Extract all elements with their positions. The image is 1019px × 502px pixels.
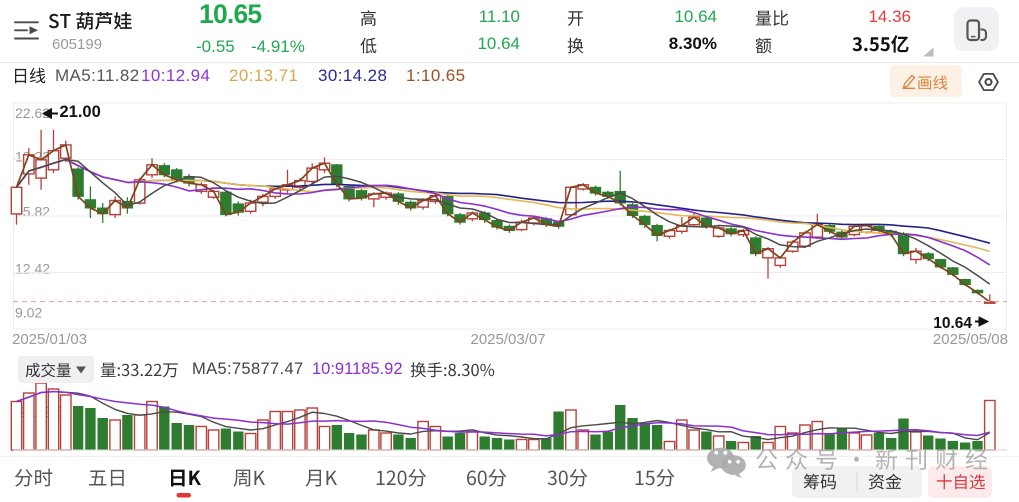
svg-text:22.62: 22.62 (15, 105, 50, 121)
svg-text:12.42: 12.42 (15, 261, 50, 277)
svg-text:9.02: 9.02 (15, 305, 42, 321)
